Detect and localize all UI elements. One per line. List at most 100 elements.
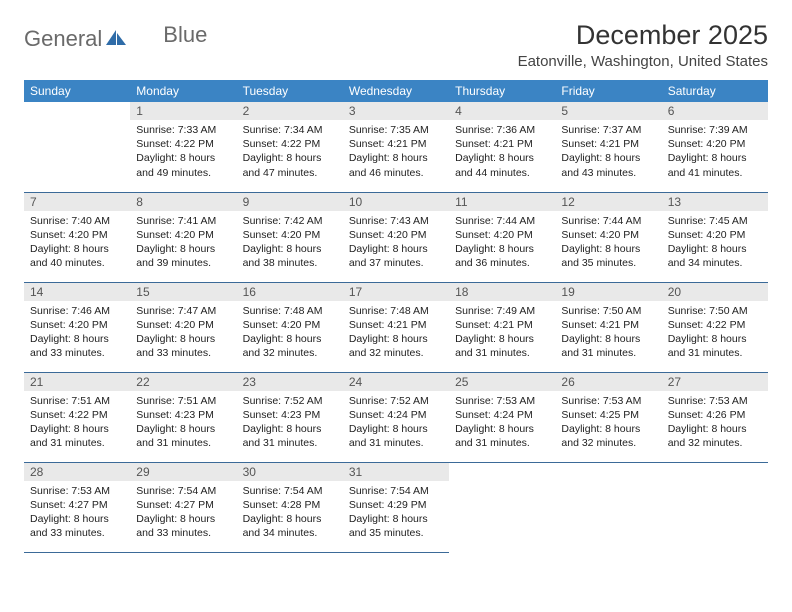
day-details: Sunrise: 7:44 AMSunset: 4:20 PMDaylight:… bbox=[555, 211, 661, 277]
day-details: Sunrise: 7:50 AMSunset: 4:22 PMDaylight:… bbox=[662, 301, 768, 367]
day-details: Sunrise: 7:35 AMSunset: 4:21 PMDaylight:… bbox=[343, 120, 449, 186]
weekday-header: Monday bbox=[130, 80, 236, 102]
calendar-week-row: 7Sunrise: 7:40 AMSunset: 4:20 PMDaylight… bbox=[24, 192, 768, 282]
day-number: 9 bbox=[237, 193, 343, 211]
calendar-day-cell: 19Sunrise: 7:50 AMSunset: 4:21 PMDayligh… bbox=[555, 282, 661, 372]
day-number: 13 bbox=[662, 193, 768, 211]
day-number: 15 bbox=[130, 283, 236, 301]
calendar-day-cell: 24Sunrise: 7:52 AMSunset: 4:24 PMDayligh… bbox=[343, 372, 449, 462]
calendar-day-cell: 18Sunrise: 7:49 AMSunset: 4:21 PMDayligh… bbox=[449, 282, 555, 372]
calendar-day-cell: 3Sunrise: 7:35 AMSunset: 4:21 PMDaylight… bbox=[343, 102, 449, 192]
weekday-header: Saturday bbox=[662, 80, 768, 102]
day-number: 8 bbox=[130, 193, 236, 211]
day-details: Sunrise: 7:51 AMSunset: 4:23 PMDaylight:… bbox=[130, 391, 236, 457]
day-number: 14 bbox=[24, 283, 130, 301]
day-details: Sunrise: 7:51 AMSunset: 4:22 PMDaylight:… bbox=[24, 391, 130, 457]
day-details: Sunrise: 7:52 AMSunset: 4:24 PMDaylight:… bbox=[343, 391, 449, 457]
day-number: 26 bbox=[555, 373, 661, 391]
calendar-day-cell: 20Sunrise: 7:50 AMSunset: 4:22 PMDayligh… bbox=[662, 282, 768, 372]
day-number: 31 bbox=[343, 463, 449, 481]
calendar-header-row: SundayMondayTuesdayWednesdayThursdayFrid… bbox=[24, 80, 768, 102]
day-details: Sunrise: 7:45 AMSunset: 4:20 PMDaylight:… bbox=[662, 211, 768, 277]
calendar-day-cell: 28Sunrise: 7:53 AMSunset: 4:27 PMDayligh… bbox=[24, 462, 130, 552]
day-number: 6 bbox=[662, 102, 768, 120]
day-number: 24 bbox=[343, 373, 449, 391]
page-header: General Blue December 2025 Eatonville, W… bbox=[24, 20, 768, 70]
weekday-header: Thursday bbox=[449, 80, 555, 102]
calendar-day-cell: 22Sunrise: 7:51 AMSunset: 4:23 PMDayligh… bbox=[130, 372, 236, 462]
calendar-week-row: 28Sunrise: 7:53 AMSunset: 4:27 PMDayligh… bbox=[24, 462, 768, 552]
day-details: Sunrise: 7:53 AMSunset: 4:24 PMDaylight:… bbox=[449, 391, 555, 457]
calendar-day-cell: 29Sunrise: 7:54 AMSunset: 4:27 PMDayligh… bbox=[130, 462, 236, 552]
calendar-day-cell: 31Sunrise: 7:54 AMSunset: 4:29 PMDayligh… bbox=[343, 462, 449, 552]
day-details: Sunrise: 7:33 AMSunset: 4:22 PMDaylight:… bbox=[130, 120, 236, 186]
day-number: 16 bbox=[237, 283, 343, 301]
day-number: 20 bbox=[662, 283, 768, 301]
calendar-table: SundayMondayTuesdayWednesdayThursdayFrid… bbox=[24, 80, 768, 553]
day-number: 1 bbox=[130, 102, 236, 120]
day-details: Sunrise: 7:42 AMSunset: 4:20 PMDaylight:… bbox=[237, 211, 343, 277]
calendar-day-cell: 1Sunrise: 7:33 AMSunset: 4:22 PMDaylight… bbox=[130, 102, 236, 192]
brand-logo: General Blue bbox=[24, 26, 207, 52]
day-number: 4 bbox=[449, 102, 555, 120]
day-details: Sunrise: 7:54 AMSunset: 4:28 PMDaylight:… bbox=[237, 481, 343, 547]
calendar-day-cell: 17Sunrise: 7:48 AMSunset: 4:21 PMDayligh… bbox=[343, 282, 449, 372]
day-details: Sunrise: 7:48 AMSunset: 4:21 PMDaylight:… bbox=[343, 301, 449, 367]
day-details: Sunrise: 7:54 AMSunset: 4:27 PMDaylight:… bbox=[130, 481, 236, 547]
calendar-day-cell: 25Sunrise: 7:53 AMSunset: 4:24 PMDayligh… bbox=[449, 372, 555, 462]
day-details: Sunrise: 7:40 AMSunset: 4:20 PMDaylight:… bbox=[24, 211, 130, 277]
calendar-week-row: 21Sunrise: 7:51 AMSunset: 4:22 PMDayligh… bbox=[24, 372, 768, 462]
calendar-day-cell: 8Sunrise: 7:41 AMSunset: 4:20 PMDaylight… bbox=[130, 192, 236, 282]
day-details: Sunrise: 7:50 AMSunset: 4:21 PMDaylight:… bbox=[555, 301, 661, 367]
calendar-day-cell bbox=[555, 462, 661, 552]
calendar-day-cell: 15Sunrise: 7:47 AMSunset: 4:20 PMDayligh… bbox=[130, 282, 236, 372]
calendar-day-cell: 4Sunrise: 7:36 AMSunset: 4:21 PMDaylight… bbox=[449, 102, 555, 192]
day-number: 25 bbox=[449, 373, 555, 391]
day-details: Sunrise: 7:41 AMSunset: 4:20 PMDaylight:… bbox=[130, 211, 236, 277]
month-title: December 2025 bbox=[518, 20, 768, 51]
calendar-day-cell: 13Sunrise: 7:45 AMSunset: 4:20 PMDayligh… bbox=[662, 192, 768, 282]
brand-sail-icon bbox=[105, 28, 127, 51]
day-details: Sunrise: 7:37 AMSunset: 4:21 PMDaylight:… bbox=[555, 120, 661, 186]
title-block: December 2025 Eatonville, Washington, Un… bbox=[518, 20, 768, 70]
calendar-day-cell: 23Sunrise: 7:52 AMSunset: 4:23 PMDayligh… bbox=[237, 372, 343, 462]
day-number: 7 bbox=[24, 193, 130, 211]
location-subtitle: Eatonville, Washington, United States bbox=[518, 53, 768, 70]
calendar-day-cell: 14Sunrise: 7:46 AMSunset: 4:20 PMDayligh… bbox=[24, 282, 130, 372]
day-details: Sunrise: 7:49 AMSunset: 4:21 PMDaylight:… bbox=[449, 301, 555, 367]
day-number: 18 bbox=[449, 283, 555, 301]
day-number: 3 bbox=[343, 102, 449, 120]
day-number: 19 bbox=[555, 283, 661, 301]
calendar-day-cell: 12Sunrise: 7:44 AMSunset: 4:20 PMDayligh… bbox=[555, 192, 661, 282]
calendar-body: 1Sunrise: 7:33 AMSunset: 4:22 PMDaylight… bbox=[24, 102, 768, 552]
day-number: 11 bbox=[449, 193, 555, 211]
calendar-day-cell: 16Sunrise: 7:48 AMSunset: 4:20 PMDayligh… bbox=[237, 282, 343, 372]
day-number: 28 bbox=[24, 463, 130, 481]
calendar-day-cell: 5Sunrise: 7:37 AMSunset: 4:21 PMDaylight… bbox=[555, 102, 661, 192]
day-number: 5 bbox=[555, 102, 661, 120]
calendar-day-cell: 9Sunrise: 7:42 AMSunset: 4:20 PMDaylight… bbox=[237, 192, 343, 282]
calendar-day-cell: 27Sunrise: 7:53 AMSunset: 4:26 PMDayligh… bbox=[662, 372, 768, 462]
day-details: Sunrise: 7:53 AMSunset: 4:27 PMDaylight:… bbox=[24, 481, 130, 547]
day-number: 2 bbox=[237, 102, 343, 120]
weekday-header: Tuesday bbox=[237, 80, 343, 102]
day-number: 23 bbox=[237, 373, 343, 391]
calendar-day-cell: 30Sunrise: 7:54 AMSunset: 4:28 PMDayligh… bbox=[237, 462, 343, 552]
calendar-day-cell bbox=[662, 462, 768, 552]
day-details: Sunrise: 7:48 AMSunset: 4:20 PMDaylight:… bbox=[237, 301, 343, 367]
day-details: Sunrise: 7:47 AMSunset: 4:20 PMDaylight:… bbox=[130, 301, 236, 367]
day-details: Sunrise: 7:53 AMSunset: 4:25 PMDaylight:… bbox=[555, 391, 661, 457]
brand-name-b: Blue bbox=[163, 22, 207, 48]
weekday-header: Friday bbox=[555, 80, 661, 102]
calendar-day-cell: 6Sunrise: 7:39 AMSunset: 4:20 PMDaylight… bbox=[662, 102, 768, 192]
day-number: 27 bbox=[662, 373, 768, 391]
calendar-day-cell bbox=[24, 102, 130, 192]
day-number: 17 bbox=[343, 283, 449, 301]
calendar-week-row: 14Sunrise: 7:46 AMSunset: 4:20 PMDayligh… bbox=[24, 282, 768, 372]
day-details: Sunrise: 7:44 AMSunset: 4:20 PMDaylight:… bbox=[449, 211, 555, 277]
weekday-header: Wednesday bbox=[343, 80, 449, 102]
day-number: 12 bbox=[555, 193, 661, 211]
day-number: 29 bbox=[130, 463, 236, 481]
day-number: 21 bbox=[24, 373, 130, 391]
calendar-week-row: 1Sunrise: 7:33 AMSunset: 4:22 PMDaylight… bbox=[24, 102, 768, 192]
